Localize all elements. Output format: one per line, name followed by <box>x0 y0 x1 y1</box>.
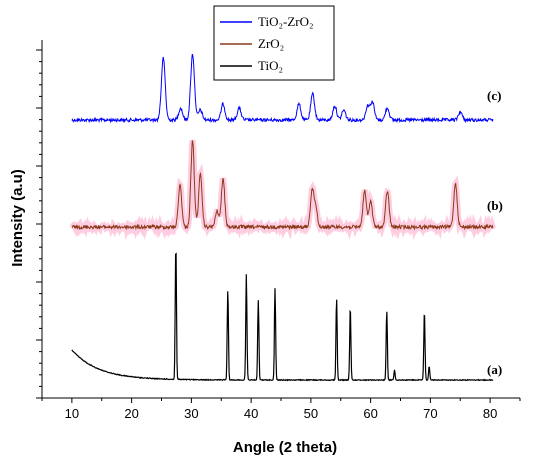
series-line-zro2 <box>71 140 494 231</box>
curve-label: (a) <box>487 362 502 377</box>
y-axis-ticks <box>36 49 42 399</box>
x-tick-label: 80 <box>483 406 497 421</box>
legend: TiO₂-ZrO₂ ZrO₂ TiO₂ <box>213 5 335 81</box>
x-tick-label: 70 <box>423 406 437 421</box>
series-line-tio2-zro2 <box>71 53 494 124</box>
x-tick-label: 20 <box>124 406 138 421</box>
x-axis-ticks: 10 20 30 40 50 60 70 80 <box>41 398 521 421</box>
x-tick-label: 50 <box>304 406 318 421</box>
legend-label: ZrO₂ <box>258 36 284 51</box>
x-tick-label: 10 <box>65 406 79 421</box>
zro2-halo <box>69 139 496 241</box>
legend-box <box>213 5 335 81</box>
y-axis-title: Intensity (a.u) <box>9 169 26 267</box>
x-axis-title: Angle (2 theta) <box>233 439 337 456</box>
legend-label: TiO₂ <box>258 58 283 73</box>
x-tick-label: 40 <box>244 406 258 421</box>
series-layer: (c) (b) (a) <box>69 53 503 382</box>
curve-label: (c) <box>487 88 501 103</box>
curve-label: (b) <box>487 198 503 213</box>
x-tick-label: 30 <box>184 406 198 421</box>
series-line-tio2 <box>71 252 494 382</box>
x-tick-label: 60 <box>363 406 377 421</box>
legend-label: TiO₂-ZrO₂ <box>258 14 314 29</box>
